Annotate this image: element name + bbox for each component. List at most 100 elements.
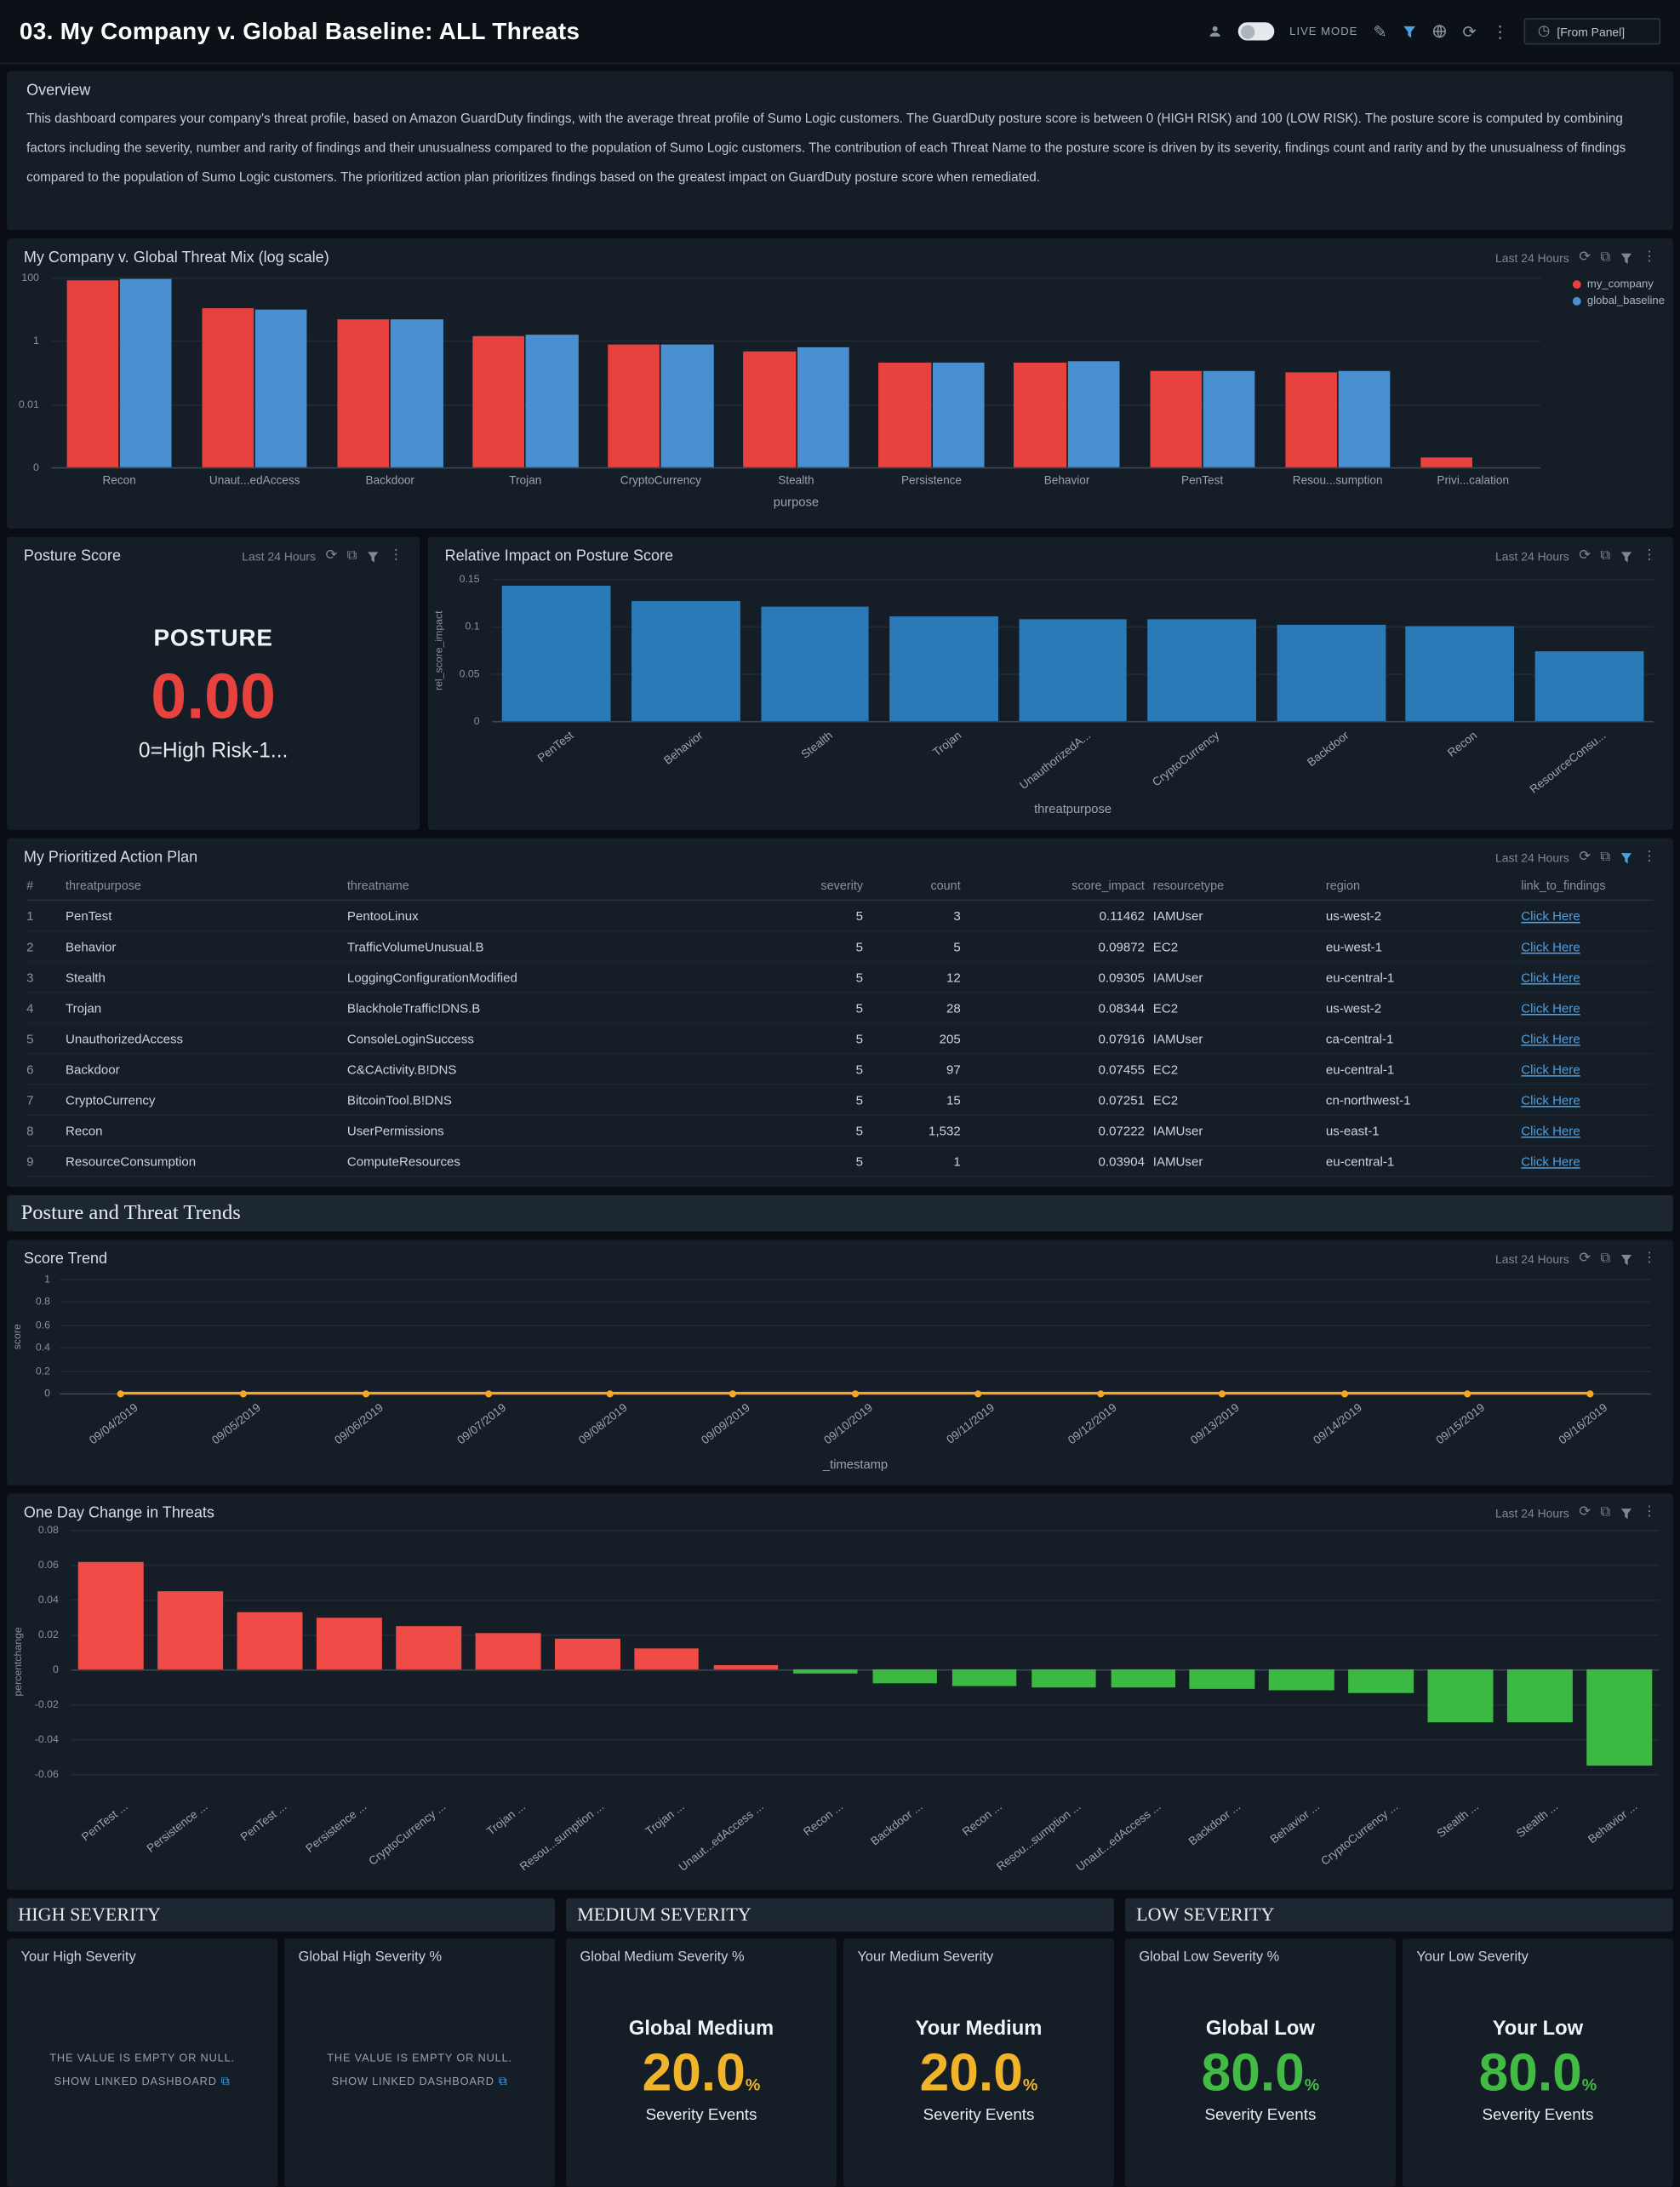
data-point[interactable] bbox=[484, 1389, 492, 1397]
data-point[interactable] bbox=[1219, 1389, 1226, 1397]
findings-link[interactable]: Click Here bbox=[1521, 1031, 1580, 1045]
change-bar[interactable] bbox=[1586, 1669, 1653, 1766]
filter-icon[interactable] bbox=[1620, 1507, 1633, 1520]
kebab-menu-icon[interactable]: ⋮ bbox=[1491, 21, 1509, 42]
findings-link[interactable]: Click Here bbox=[1521, 1092, 1580, 1107]
findings-link[interactable]: Click Here bbox=[1521, 1062, 1580, 1076]
my_company-bar[interactable] bbox=[472, 335, 525, 467]
findings-link[interactable]: Click Here bbox=[1521, 1123, 1580, 1137]
refresh-icon[interactable]: ⟳ bbox=[1579, 249, 1591, 266]
refresh-icon[interactable]: ⟳ bbox=[1579, 547, 1591, 564]
data-point[interactable] bbox=[117, 1389, 125, 1397]
change-bar[interactable] bbox=[77, 1561, 144, 1670]
change-bar[interactable] bbox=[237, 1612, 303, 1670]
global_baseline-bar[interactable] bbox=[1067, 361, 1120, 467]
filter-icon[interactable] bbox=[1620, 252, 1633, 265]
linked-dashboard-link[interactable]: SHOW LINKED DASHBOARD ⧉ bbox=[54, 2074, 231, 2088]
change-bar[interactable] bbox=[316, 1617, 382, 1670]
time-range-label[interactable]: Last 24 Hours bbox=[1495, 250, 1569, 266]
change-bar[interactable] bbox=[554, 1638, 620, 1670]
kebab-menu-icon[interactable]: ⋮ bbox=[1642, 1251, 1657, 1267]
change-bar[interactable] bbox=[713, 1664, 779, 1670]
change-bar[interactable] bbox=[634, 1648, 700, 1670]
kebab-menu-icon[interactable]: ⋮ bbox=[1642, 1504, 1657, 1520]
refresh-icon[interactable]: ⟳ bbox=[1579, 849, 1591, 865]
data-point[interactable] bbox=[362, 1389, 369, 1397]
findings-link[interactable]: Click Here bbox=[1521, 908, 1580, 923]
impact-bar[interactable] bbox=[760, 607, 870, 721]
global_baseline-bar[interactable] bbox=[255, 309, 308, 467]
change-bar[interactable] bbox=[475, 1633, 540, 1670]
refresh-icon[interactable]: ⟳ bbox=[1579, 1251, 1591, 1267]
global_baseline-bar[interactable] bbox=[797, 347, 849, 467]
kebab-menu-icon[interactable]: ⋮ bbox=[389, 547, 403, 564]
my_company-bar[interactable] bbox=[743, 352, 796, 467]
change-bar[interactable] bbox=[1190, 1669, 1255, 1689]
refresh-icon[interactable]: ⟳ bbox=[325, 547, 338, 564]
findings-link[interactable]: Click Here bbox=[1521, 1000, 1580, 1015]
my_company-bar[interactable] bbox=[66, 280, 119, 467]
global_baseline-bar[interactable] bbox=[1338, 370, 1391, 467]
findings-link[interactable]: Click Here bbox=[1521, 970, 1580, 984]
findings-link[interactable]: Click Here bbox=[1521, 1154, 1580, 1168]
my_company-bar[interactable] bbox=[1284, 372, 1337, 467]
time-range-label[interactable]: Last 24 Hours bbox=[1495, 850, 1569, 865]
global_baseline-bar[interactable] bbox=[932, 363, 985, 467]
my_company-bar[interactable] bbox=[608, 343, 660, 467]
data-point[interactable] bbox=[729, 1389, 737, 1397]
time-range-label[interactable]: Last 24 Hours bbox=[242, 549, 317, 564]
global_baseline-bar[interactable] bbox=[1203, 370, 1255, 467]
my_company-bar[interactable] bbox=[1420, 457, 1472, 467]
legend-item[interactable]: global_baseline bbox=[1573, 295, 1665, 306]
kebab-menu-icon[interactable]: ⋮ bbox=[1642, 547, 1657, 564]
change-bar[interactable] bbox=[1269, 1669, 1334, 1692]
copy-icon[interactable]: ⧉ bbox=[1600, 1504, 1611, 1520]
change-bar[interactable] bbox=[1031, 1669, 1097, 1687]
data-point[interactable] bbox=[240, 1389, 248, 1397]
copy-icon[interactable]: ⧉ bbox=[1600, 249, 1611, 266]
change-bar[interactable] bbox=[1110, 1669, 1176, 1687]
data-point[interactable] bbox=[1096, 1389, 1104, 1397]
linked-dashboard-link[interactable]: SHOW LINKED DASHBOARD ⧉ bbox=[331, 2074, 508, 2088]
kebab-menu-icon[interactable]: ⋮ bbox=[1642, 249, 1657, 266]
change-bar[interactable] bbox=[1348, 1669, 1414, 1693]
findings-link[interactable]: Click Here bbox=[1521, 939, 1580, 953]
globe-icon[interactable] bbox=[1431, 24, 1447, 39]
my_company-bar[interactable] bbox=[1014, 363, 1066, 467]
time-range-label[interactable]: Last 24 Hours bbox=[1495, 1252, 1569, 1267]
copy-icon[interactable]: ⧉ bbox=[1600, 1251, 1611, 1267]
data-point[interactable] bbox=[974, 1389, 981, 1397]
data-point[interactable] bbox=[607, 1389, 614, 1397]
filter-icon[interactable] bbox=[367, 550, 380, 563]
change-bar[interactable] bbox=[157, 1591, 223, 1670]
live-mode-toggle[interactable] bbox=[1237, 22, 1275, 41]
my_company-bar[interactable] bbox=[202, 307, 254, 467]
data-point[interactable] bbox=[851, 1389, 860, 1397]
impact-bar[interactable] bbox=[1018, 618, 1128, 721]
filter-icon[interactable] bbox=[1620, 851, 1633, 864]
data-point[interactable] bbox=[1463, 1389, 1471, 1397]
filter-icon[interactable] bbox=[1620, 550, 1633, 563]
legend-item[interactable]: my_company bbox=[1573, 278, 1665, 290]
copy-icon[interactable]: ⧉ bbox=[1600, 547, 1611, 564]
change-bar[interactable] bbox=[792, 1669, 859, 1674]
filter-icon[interactable] bbox=[1620, 1253, 1633, 1266]
filter-icon[interactable] bbox=[1403, 25, 1416, 38]
impact-bar[interactable] bbox=[1147, 619, 1256, 721]
impact-bar[interactable] bbox=[889, 616, 998, 721]
my_company-bar[interactable] bbox=[337, 318, 390, 467]
my_company-bar[interactable] bbox=[878, 363, 931, 467]
time-range-label[interactable]: Last 24 Hours bbox=[1495, 1506, 1569, 1520]
change-bar[interactable] bbox=[871, 1669, 938, 1684]
refresh-icon[interactable]: ⟳ bbox=[1579, 1504, 1591, 1520]
user-icon[interactable] bbox=[1208, 24, 1223, 39]
global_baseline-bar[interactable] bbox=[119, 278, 173, 467]
change-bar[interactable] bbox=[396, 1626, 461, 1670]
global_baseline-bar[interactable] bbox=[391, 318, 443, 467]
change-bar[interactable] bbox=[951, 1669, 1017, 1686]
change-bar[interactable] bbox=[1507, 1669, 1573, 1722]
time-range-label[interactable]: Last 24 Hours bbox=[1495, 549, 1569, 564]
impact-bar[interactable] bbox=[1277, 625, 1386, 721]
impact-bar[interactable] bbox=[1534, 651, 1643, 721]
change-bar[interactable] bbox=[1428, 1669, 1494, 1722]
